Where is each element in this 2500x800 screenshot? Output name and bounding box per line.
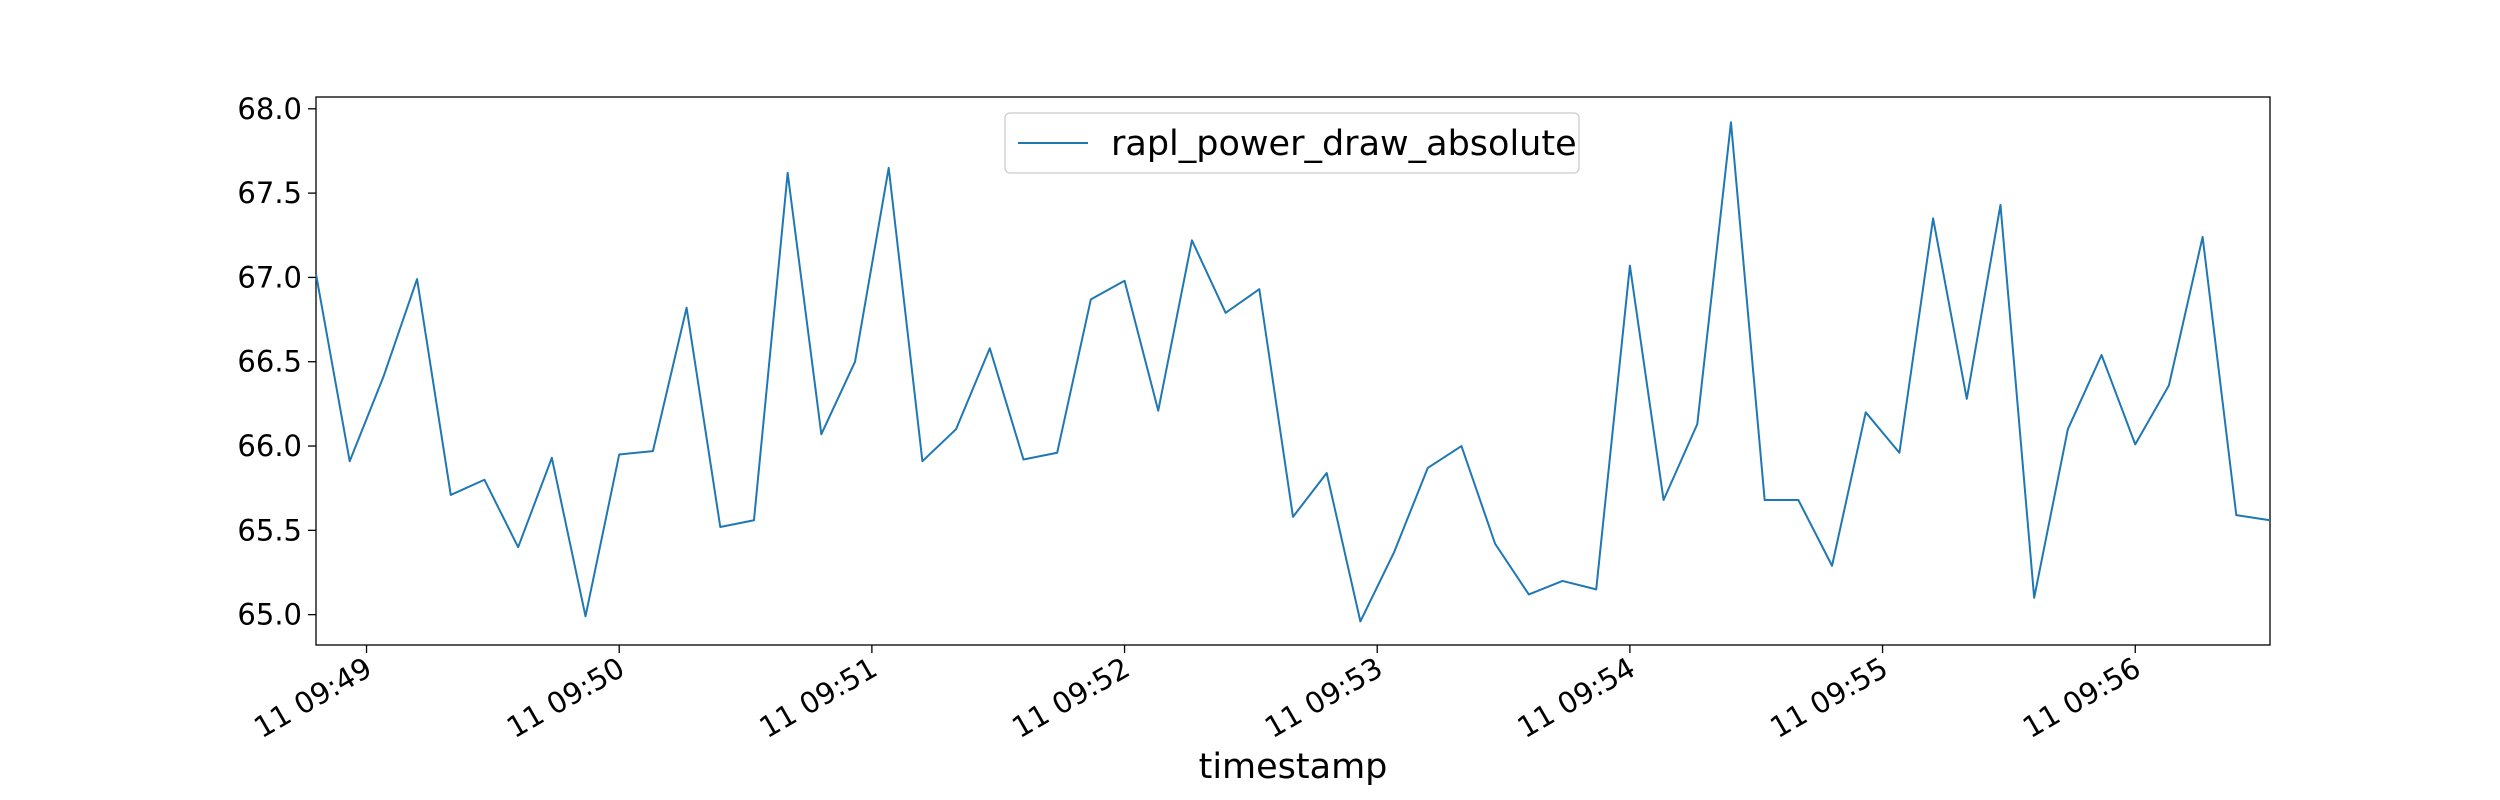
- plot-frame: [315, 96, 2271, 646]
- x-tick-label: 11 09:50: [501, 651, 630, 745]
- y-tick-label: 68.0: [237, 92, 302, 126]
- y-tick-label: 65.5: [237, 513, 302, 547]
- x-tick-label: 11 09:55: [1764, 651, 1893, 745]
- legend: rapl_power_draw_absolute: [1004, 112, 1580, 174]
- series-layer: [315, 121, 2271, 623]
- x-tick-label: 11 09:52: [1006, 651, 1135, 745]
- plot-border: [315, 96, 2271, 646]
- y-tick-label: 66.5: [237, 345, 302, 379]
- x-tick-label: 11 09:51: [754, 651, 883, 745]
- x-tick-label: 11 09:53: [1259, 651, 1388, 745]
- y-tick-label: 65.0: [237, 598, 302, 632]
- legend-label: rapl_power_draw_absolute: [1111, 124, 1577, 164]
- x-axis: 11 09:49 11 09:50 11 09:51 11 09:52 11 09:53…: [248, 645, 2146, 745]
- x-tick-label: 11 09:49: [248, 651, 377, 745]
- y-axis: 65.0 65.5 66.0 66.5 67.0 67.5 68.0: [237, 92, 316, 632]
- y-tick-label: 67.5: [237, 176, 302, 210]
- y-tick-label: 67.0: [237, 260, 302, 294]
- x-tick-label: 11 09:54: [1512, 651, 1641, 745]
- legend-box: [1004, 112, 1580, 174]
- series-line-rapl-power-draw-absolute: [315, 121, 2271, 623]
- y-tick-label: 66.0: [237, 429, 302, 463]
- x-axis-title: timestamp: [1199, 747, 1388, 787]
- x-tick-label: 11 09:56: [2017, 651, 2146, 745]
